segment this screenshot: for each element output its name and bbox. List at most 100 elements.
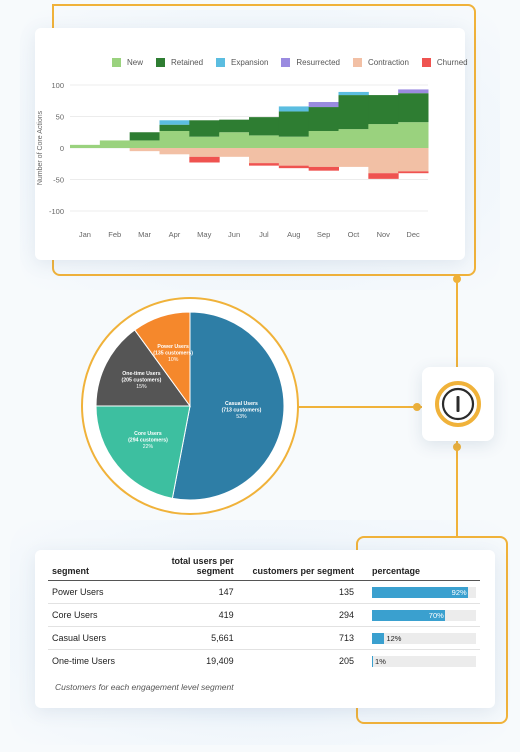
pct-bar-track: 1% [372,655,476,667]
connector-bottom [456,441,458,537]
cell-segment: One-time Users [52,656,116,666]
growth-accounting-chart: 100 50 0 -50 -100 Number of Core Actions Jan Fe… [37,81,429,239]
y-tick-label: -50 [53,176,64,185]
bar-new-feb [99,140,131,148]
table-row: Casual Users 5,661 713 12% [48,626,480,650]
pie-label-line: Casual Users [225,401,258,407]
pct-bar-label: 70% [428,610,444,620]
bar-new-jun [219,132,250,148]
x-tick-label: Nov [377,230,391,239]
bar-churned-nov [368,173,399,179]
x-tick-label: Jan [79,230,91,239]
x-tick-label: Oct [348,230,361,239]
pct-bar-label: 92% [451,587,467,597]
pie-label-line: 53% [236,414,247,420]
bar-new-dec [398,122,429,148]
bar-contraction-dec [398,148,429,172]
legend-label: Expansion [231,58,269,67]
bar-retained-dec [398,93,429,123]
pct-bar-track: 92% [372,586,476,598]
cell-segment: Core Users [48,603,142,627]
pie-label-line: (713 customers) [222,407,262,413]
pct-bar-track: 12% [372,632,476,644]
legend-swatch-churned [421,58,431,67]
legend-swatch-expansion [216,58,226,67]
cell-customers: 294 [237,603,358,627]
cell-total: 5,661 [141,626,238,650]
pct-bar-label: 1% [375,656,386,666]
cell-percentage: 12% [358,626,480,650]
cell-percentage: 92% [358,580,480,604]
bar-retained-aug [278,111,310,137]
legend-label: Retained [171,58,204,67]
pie-slice [134,311,191,408]
pie-label-line: (294 customers) [128,437,168,443]
legend-item-churned: Churned [421,58,468,67]
pie-label-line: 10% [168,357,179,363]
pct-bar-fill [372,632,385,644]
table-caption: Customers for each engagement level segm… [55,682,234,692]
cell-total: 419 [141,603,238,627]
connector-dot-top [453,275,461,283]
x-tick-label: Dec [406,230,420,239]
connector-pie [298,406,422,408]
bar-retained-jun [219,119,250,133]
cell-total: 147 [141,580,238,604]
legend-item-contraction: Contraction [352,58,409,67]
bar-contraction-apr [159,148,190,155]
pie-label-line: One-time Users [122,371,160,377]
bar-contraction-aug [278,148,310,166]
y-tick-label: 100 [51,81,64,90]
pie-label-line: Power Users [157,344,189,350]
pct-bar-fill [372,655,374,667]
legend-item-new: New [112,58,143,67]
legend-item-retained: Retained [156,58,203,67]
legend-label: Churned [436,58,468,67]
x-tick-label: Jul [259,230,269,239]
header-percentage: percentage [358,556,480,581]
pct-bar-label: 12% [386,633,402,643]
cell-segment: Casual Users [48,626,142,650]
bar-churned-sep [308,166,339,171]
pie-slice-label: Casual Users(713 customers)53% [222,401,262,420]
bar-churned-may [189,156,220,163]
pie-slice [171,311,285,501]
legend-label: Resurrected [296,58,340,67]
bar-new-oct [338,129,369,148]
cell-percentage: 1% [358,650,480,673]
bar-new-nov [368,124,399,148]
bar-contraction-nov [368,148,399,174]
cell-total: 19,409 [206,656,234,666]
bar-new-jul [249,135,280,148]
legend-swatch-new [112,58,121,67]
pct-bar-fill [372,609,445,621]
bar-retained-may [189,120,220,137]
bar-new-sep [308,130,339,148]
bar-churned-aug [278,165,310,169]
pct-bar-fill [372,586,468,598]
legend-swatch-retained [156,58,166,67]
x-tick-label: Mar [138,230,151,239]
x-tick-label: Sep [317,230,330,239]
pie-slice [95,405,191,499]
bar-contraction-mar [129,148,160,152]
table-row: Core Users 419 294 70% [48,603,480,627]
y-tick-label: 50 [56,113,64,122]
bar-new-jan [70,144,101,148]
x-tick-label: Jun [228,230,240,239]
bar-new-apr [159,130,190,148]
pie-label-line: (135 customers) [153,351,193,357]
logo-card [422,367,494,441]
bar-retained-jul [249,117,280,136]
pct-bar-track: 70% [372,609,476,621]
bar-retained-apr [159,124,190,131]
table-row: Power Users 147 135 92% [48,580,480,604]
bar-contraction-may [189,148,220,157]
pie-slice-label: One-time Users(205 customers)15% [122,371,162,390]
bar-contraction-oct [338,148,369,167]
bar-expansion-apr [159,120,190,125]
bar-contraction-jun [219,148,250,157]
segment-pie-chart: Casual Users(713 customers)53% Core Users… [81,297,299,515]
cell-percentage: 70% [358,603,480,627]
pie-slice [95,329,191,407]
